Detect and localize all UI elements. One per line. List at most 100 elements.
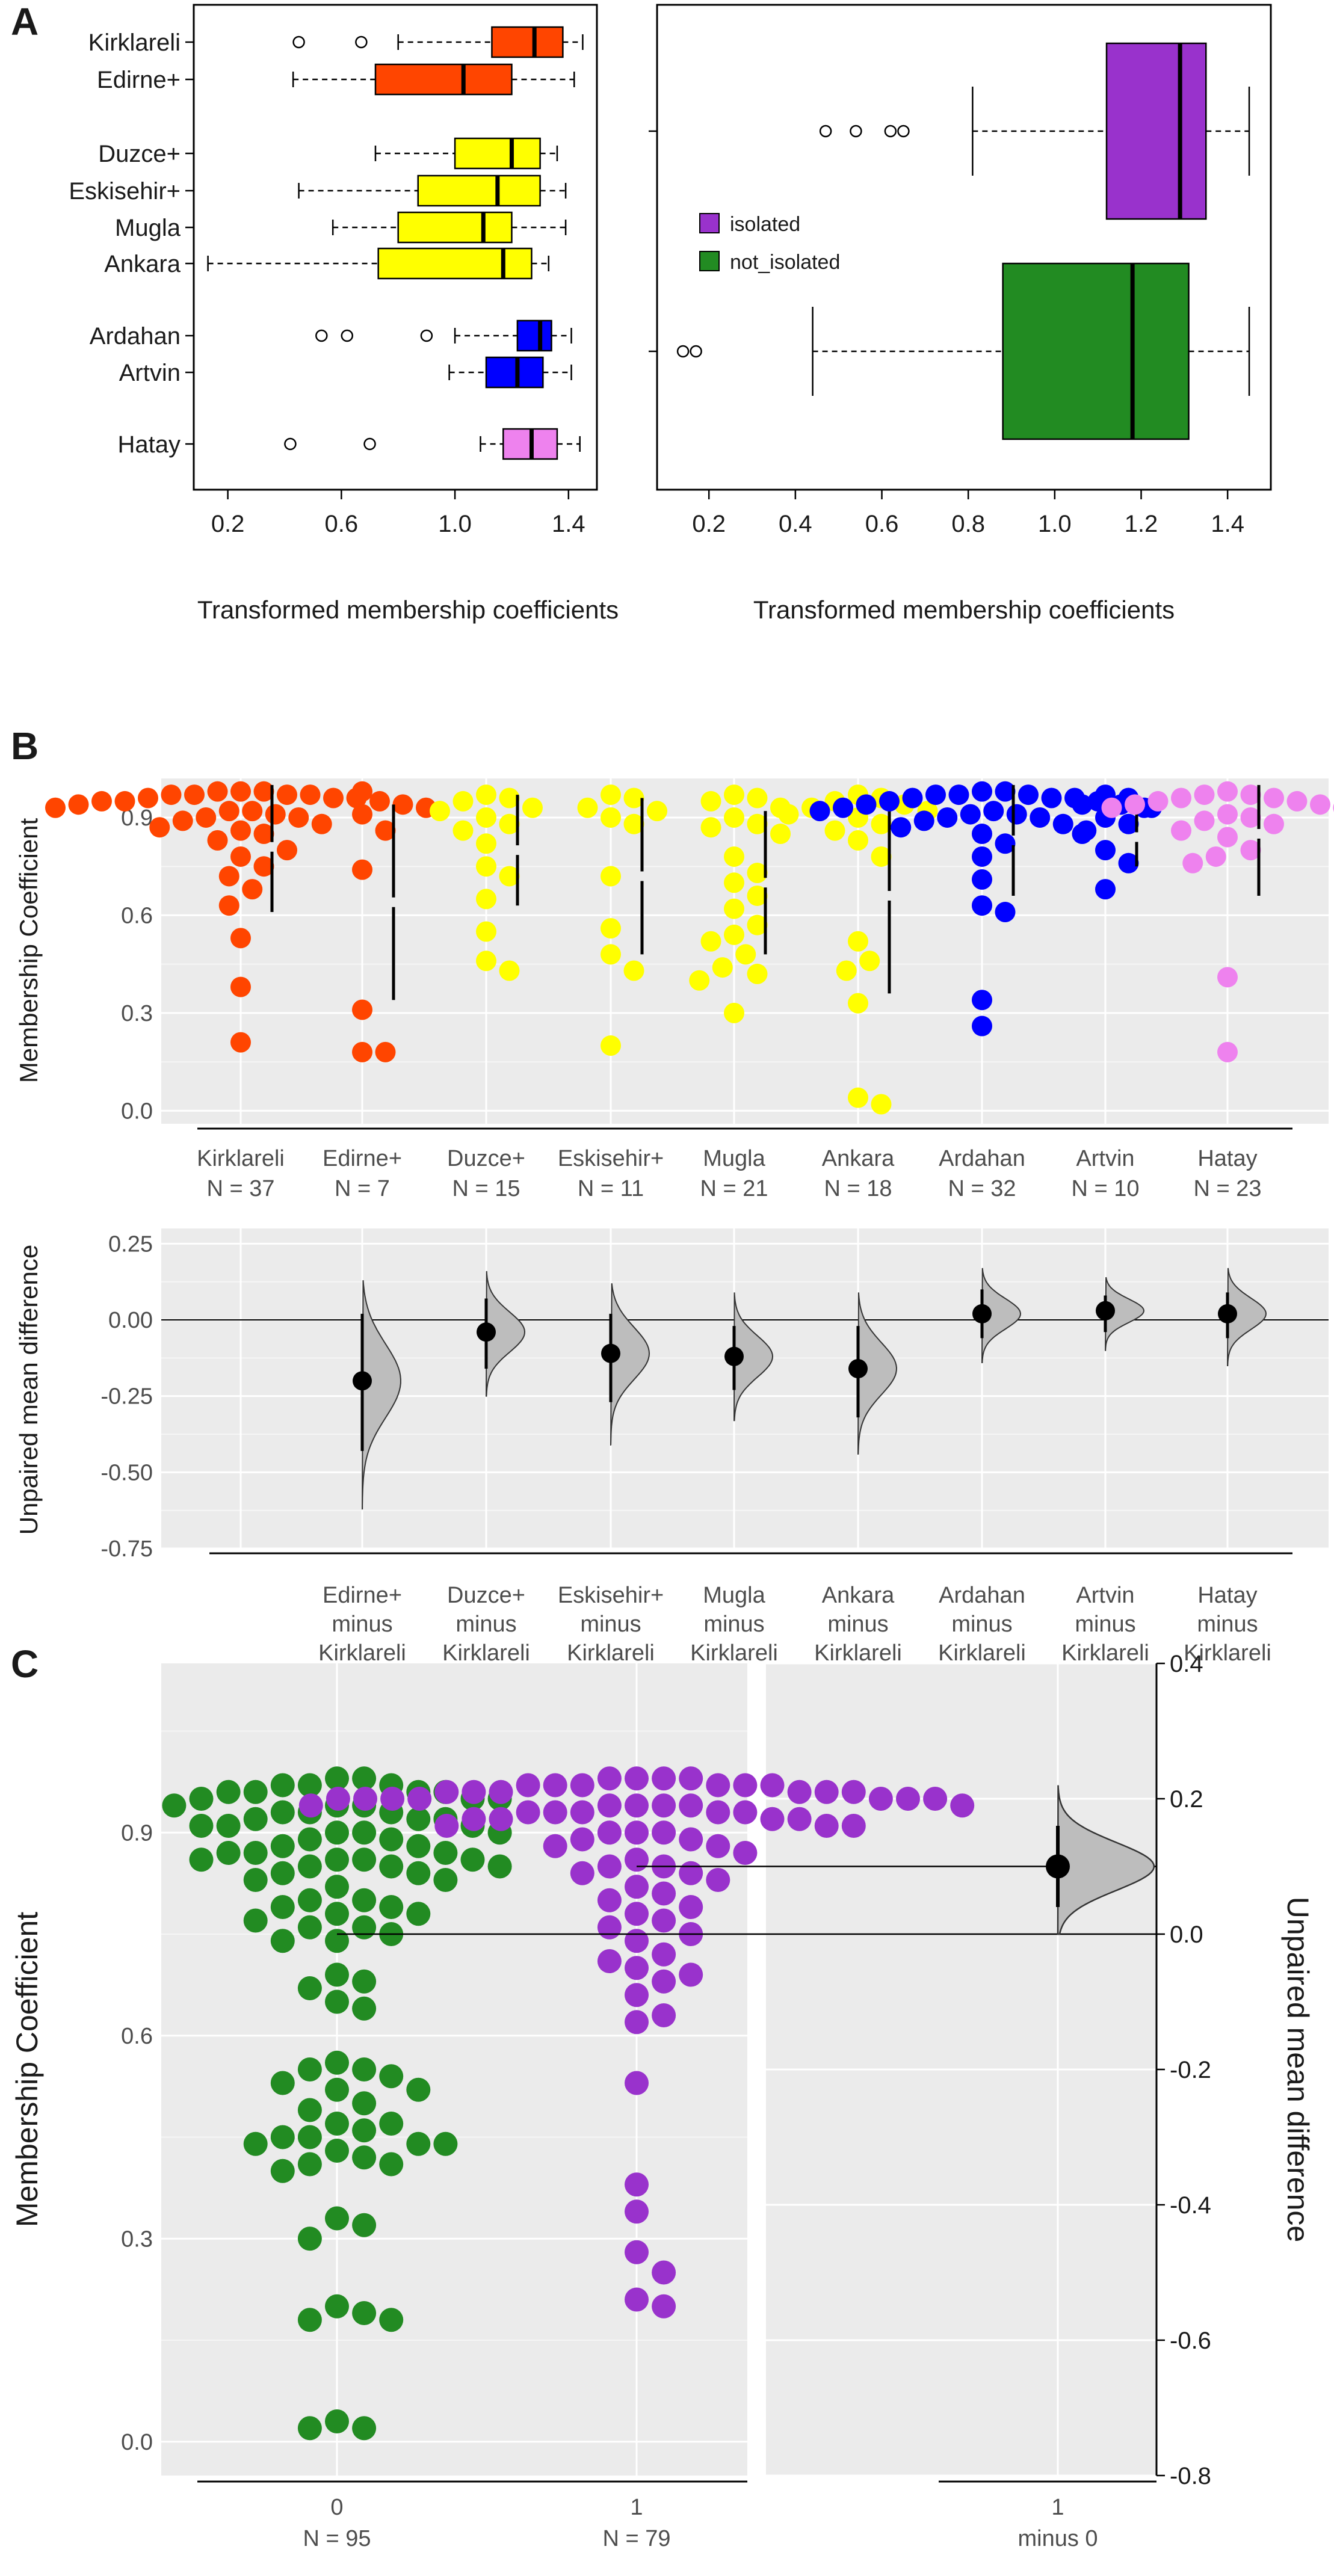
point-ardahan-30	[972, 990, 992, 1011]
point-kirklareli-19	[265, 804, 286, 825]
point-group-0-0-10	[189, 1787, 214, 1811]
point-group-1-1-76	[652, 2260, 676, 2285]
x-tick-label-1-4: 1.4	[552, 511, 585, 537]
point-hatay-16	[1171, 820, 1191, 841]
bootstrap-dist-edirne	[361, 1280, 401, 1510]
point-group-1-1-36	[787, 1807, 812, 1831]
point-group-0-0-17	[270, 1800, 295, 1825]
mean-diff-mugla	[724, 1346, 744, 1366]
x-n-ardahan: N = 32	[948, 1176, 1016, 1201]
point-group-1-1-70	[652, 2003, 676, 2027]
point-mugla-8	[724, 846, 744, 867]
mean-diff-eskisehir	[601, 1343, 620, 1363]
mean-diff-ankara	[848, 1359, 868, 1379]
point-artvin-6	[1072, 824, 1093, 845]
point-ankara-15	[848, 993, 868, 1014]
x-label-mugla: Mugla	[703, 1146, 765, 1171]
box-artvin	[485, 356, 544, 389]
comparison-label-ankara-2: Kirklareli	[814, 1641, 902, 1666]
x-label-artvin: Artvin	[1076, 1146, 1134, 1171]
y-tick-label-0-25: 0.25	[108, 1231, 153, 1257]
point-ardahan-4	[925, 784, 946, 806]
point-group-1-1-10	[489, 1779, 513, 1804]
point-kirklareli-10	[114, 790, 135, 812]
comparison-label-eskisehir-2: Kirklareli	[567, 1641, 655, 1666]
point-group-1-1-56	[652, 1881, 676, 1906]
point-kirklareli-17	[242, 801, 263, 822]
point-ardahan-22	[891, 817, 912, 838]
comparison-label-edirne-0: Edirne+	[323, 1583, 402, 1608]
point-group-1-1-58	[679, 1895, 703, 1919]
point-group-0-0-83	[325, 2294, 349, 2319]
legend-label-isolated: isolated	[730, 213, 800, 236]
point-group-0-0-92	[379, 2112, 404, 2136]
point-mugla-13	[747, 914, 768, 935]
point-group-1-1-75	[625, 2240, 649, 2264]
point-group-1-1-55	[625, 1875, 649, 1899]
point-group-1-1-41	[625, 1820, 649, 1845]
point-group-0-0-33	[216, 1841, 241, 1865]
point-mugla-0	[724, 784, 744, 806]
point-group-0-0-36	[460, 1847, 485, 1872]
point-group-0-0-69	[297, 2098, 322, 2122]
point-group-0-0-30	[406, 1834, 431, 1858]
point-kirklareli-4	[184, 784, 205, 806]
point-ardahan-1	[995, 781, 1016, 802]
point-group-0-0-4	[270, 1773, 295, 1798]
right-tick-label-0-6: -0.6	[1170, 2328, 1211, 2354]
point-mugla-9	[747, 863, 768, 884]
point-group-1-1-6	[543, 1773, 567, 1798]
point-kirklareli-7	[323, 787, 344, 809]
point-duzce-6	[499, 813, 520, 834]
point-group-1-1-53	[570, 1861, 594, 1885]
point-group-0-0-88	[352, 2416, 377, 2441]
point-ardahan-14	[983, 801, 1004, 822]
point-duzce-5	[476, 807, 496, 828]
bootstrap-dist-eskisehir	[610, 1283, 650, 1446]
box-not-isolated	[1002, 262, 1190, 440]
y-tick-label-0-3: 0.3	[121, 2226, 153, 2252]
point-duzce-10	[499, 866, 520, 887]
mean-diff-hatay	[1218, 1304, 1237, 1323]
point-ankara-10	[848, 830, 868, 851]
point-mugla-12	[724, 898, 744, 919]
point-ankara-8	[871, 813, 892, 834]
panel-b-y-label: Membership Coefficient	[14, 818, 43, 1083]
comparison-label-duzce-1: minus	[455, 1612, 516, 1637]
point-kirklareli-22	[172, 810, 193, 831]
right-tick-label-0-8: -0.8	[1170, 2463, 1211, 2489]
point-hatay-10	[1101, 797, 1122, 818]
point-group-1-1-74	[625, 2199, 649, 2224]
mean-diff-1-minus-0	[1046, 1854, 1070, 1879]
point-group-1-1-18	[380, 1787, 405, 1811]
point-duzce-8	[476, 833, 496, 854]
point-group-0-0-6	[243, 1779, 268, 1804]
y-tick-label-0-50: -0.50	[100, 1460, 153, 1485]
point-group-0-0-34	[325, 1847, 349, 1872]
mean-diff-edirne	[353, 1371, 372, 1391]
point-group-1-1-38	[814, 1814, 839, 1838]
point-edirne-2	[375, 820, 396, 841]
point-edirne-3	[352, 859, 372, 880]
point-kirklareli-0	[230, 781, 251, 802]
point-group-0-0-19	[243, 1807, 268, 1831]
comparison-label-ardahan-2: Kirklareli	[938, 1641, 1026, 1666]
x-n-1: N = 79	[602, 2526, 670, 2551]
box-edirne	[374, 63, 513, 96]
comparison-label-mugla-2: Kirklareli	[690, 1641, 778, 1666]
point-mugla-2	[700, 790, 721, 812]
point-group-1-1-7	[733, 1773, 758, 1798]
x-n-mugla: N = 21	[700, 1176, 768, 1201]
point-ankara-12	[848, 931, 868, 952]
point-group-0-0-72	[297, 2125, 322, 2149]
legend-swatch-isolated	[699, 213, 720, 233]
point-kirklareli-11	[369, 790, 390, 812]
point-group-1-1-71	[625, 2010, 649, 2035]
point-group-1-1-51	[597, 1854, 622, 1879]
point-group-0-0-84	[352, 2301, 377, 2325]
point-ardahan-19	[1030, 807, 1051, 828]
point-duzce-4	[430, 801, 450, 822]
outlier-ardahan-0	[315, 329, 328, 342]
point-ardahan-21	[1052, 813, 1073, 834]
x-tick-label-1-4: 1.4	[1211, 511, 1244, 537]
